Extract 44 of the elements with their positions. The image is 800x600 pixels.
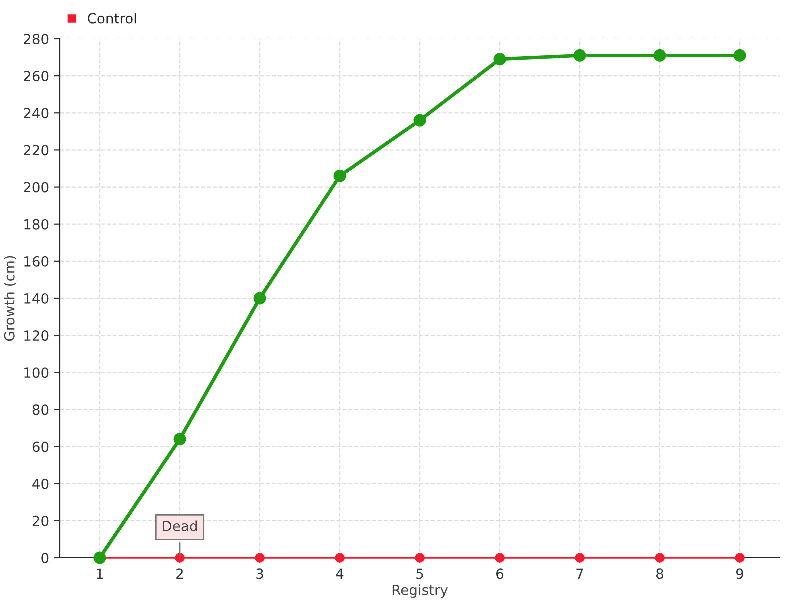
point	[735, 553, 745, 563]
y-tick-label: 140	[24, 293, 49, 304]
point	[495, 553, 505, 563]
x-tick-label: 1	[97, 568, 104, 579]
point	[574, 49, 586, 62]
point	[335, 553, 345, 563]
y-tick-label: 60	[32, 442, 49, 452]
y-tick-label: 280	[24, 34, 49, 44]
point	[174, 433, 186, 446]
point	[255, 553, 265, 563]
y-axis-title: Growth (cm)	[4, 256, 16, 342]
point	[655, 553, 665, 563]
point	[575, 553, 585, 563]
y-tick-label: 220	[24, 145, 49, 156]
y-tick-label: 180	[24, 219, 49, 230]
point	[175, 553, 185, 563]
y-tick-label: 260	[24, 71, 49, 82]
x-tick-label: 6	[496, 568, 504, 580]
point	[654, 49, 666, 62]
x-tick-label: 7	[576, 568, 584, 579]
y-tick-label: 240	[24, 108, 49, 119]
y-tick-label: 160	[24, 256, 49, 267]
point	[254, 292, 266, 305]
point	[494, 53, 506, 66]
annotation: Dead	[163, 520, 198, 532]
y-tick-label: 100	[24, 368, 49, 378]
y-tick-label: 120	[24, 330, 49, 342]
point	[414, 114, 426, 127]
x-tick-label: 3	[256, 568, 264, 580]
legend-label: Control	[88, 13, 136, 24]
y-tick-label: 200	[24, 182, 49, 193]
x-tick-label: 4	[336, 568, 344, 579]
y-tick-label: 40	[32, 478, 49, 490]
y-tick-label: 80	[32, 404, 49, 416]
x-tick-label: 9	[736, 568, 744, 580]
x-tick-label: 2	[176, 568, 184, 579]
x-tick-label: 8	[656, 568, 664, 580]
point	[334, 170, 346, 182]
point	[415, 553, 425, 563]
x-axis-title: Registry	[392, 584, 448, 598]
x-tick-label: 5	[416, 568, 424, 580]
y-tick-label: 20	[32, 516, 49, 526]
point	[734, 49, 746, 62]
y-tick-label: 0	[42, 552, 49, 564]
